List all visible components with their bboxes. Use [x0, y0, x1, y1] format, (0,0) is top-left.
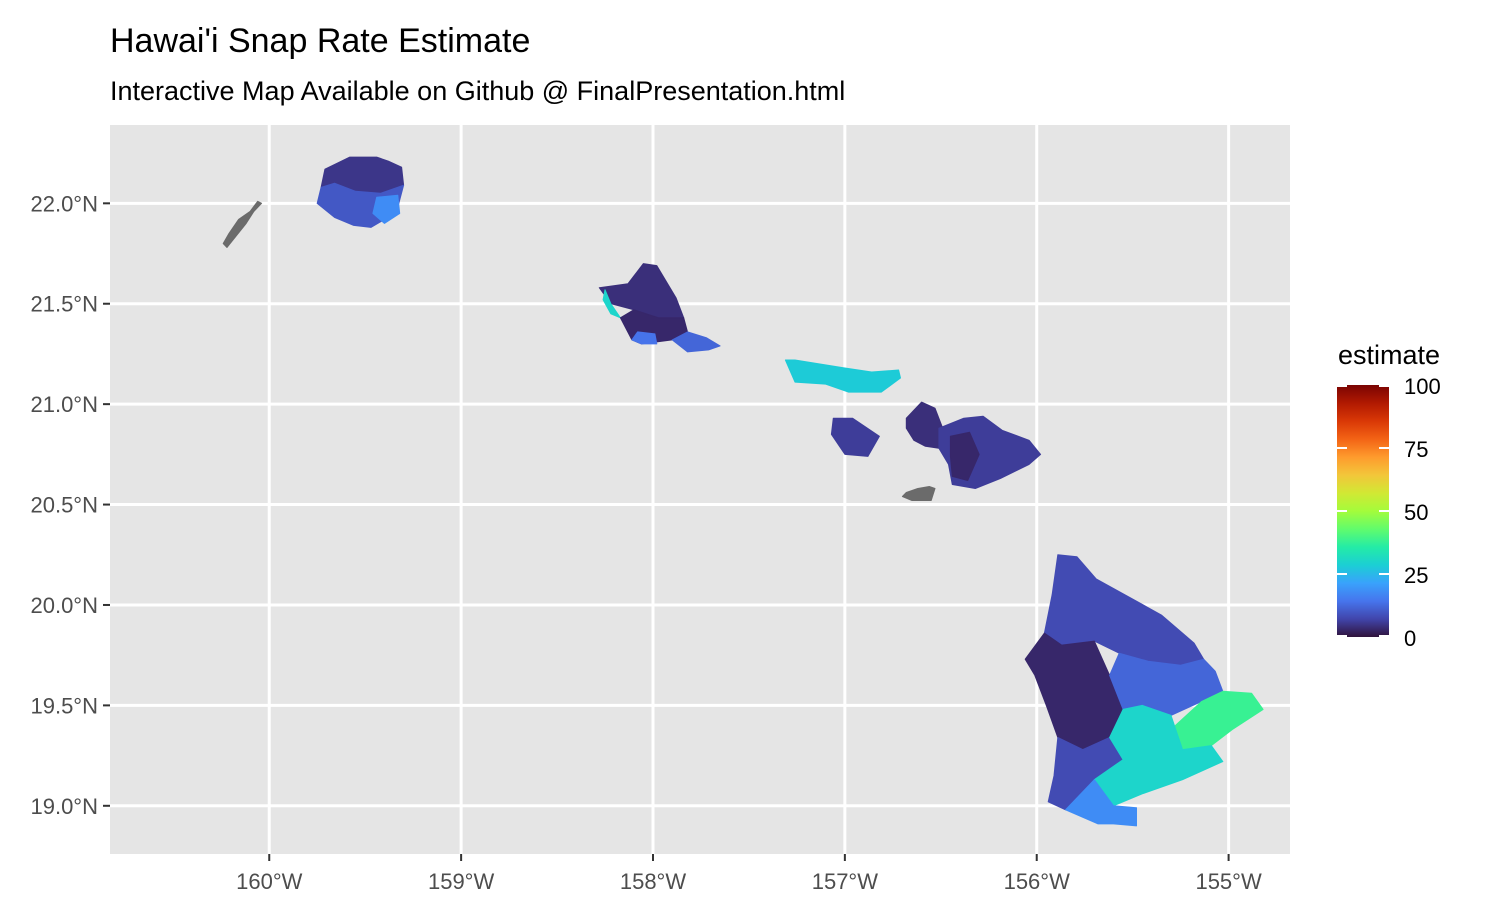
region-hawaii-south[interactable]: [1065, 779, 1137, 827]
legend-label-50: 50: [1404, 500, 1429, 525]
region-niihau[interactable]: [222, 200, 263, 248]
tick-label-lat-2: 21.0°N: [30, 392, 98, 417]
tick-label-lat-1: 21.5°N: [30, 292, 98, 317]
legend-colorbar: [1337, 385, 1389, 637]
region-oahu-leeward[interactable]: [602, 289, 621, 319]
regions-layer: [222, 156, 1264, 827]
region-oahu-south[interactable]: [671, 331, 721, 353]
chart-subtitle: Interactive Map Available on Github @ Fi…: [110, 76, 846, 106]
tick-label-lon-4: 156°W: [1004, 869, 1071, 894]
tick-label-lon-1: 159°W: [428, 869, 495, 894]
tick-label-lon-0: 160°W: [236, 869, 303, 894]
region-lanai[interactable]: [830, 417, 880, 457]
region-maui-central[interactable]: [949, 431, 980, 481]
region-kahoolawe[interactable]: [901, 486, 936, 501]
tick-label-lat-4: 20.0°N: [30, 593, 98, 618]
tick-label-lon-5: 155°W: [1195, 869, 1262, 894]
axes: 160°W 159°W 158°W 157°W 156°W 155°W 22.0°N 21.5…: [30, 191, 1261, 894]
tick-label-lon-2: 158°W: [620, 869, 687, 894]
region-molokai[interactable]: [784, 359, 901, 393]
region-kauai-east[interactable]: [372, 194, 401, 224]
chart-title: Hawai'i Snap Rate Estimate: [110, 22, 531, 60]
tick-label-lon-3: 157°W: [812, 869, 879, 894]
region-oahu-ewa[interactable]: [631, 331, 658, 345]
tick-label-lat-3: 20.5°N: [30, 493, 98, 518]
legend-label-75: 75: [1404, 437, 1429, 462]
tick-label-lat-5: 19.5°N: [30, 693, 98, 718]
tick-label-lat-0: 22.0°N: [30, 191, 98, 216]
legend-title: estimate: [1338, 340, 1441, 370]
legend-label-100: 100: [1404, 374, 1441, 399]
region-oahu-north[interactable]: [598, 263, 685, 319]
legend-label-25: 25: [1404, 563, 1429, 588]
legend-ticks: [1337, 385, 1389, 637]
tick-label-lat-6: 19.0°N: [30, 794, 98, 819]
legend-label-0: 0: [1404, 626, 1417, 651]
